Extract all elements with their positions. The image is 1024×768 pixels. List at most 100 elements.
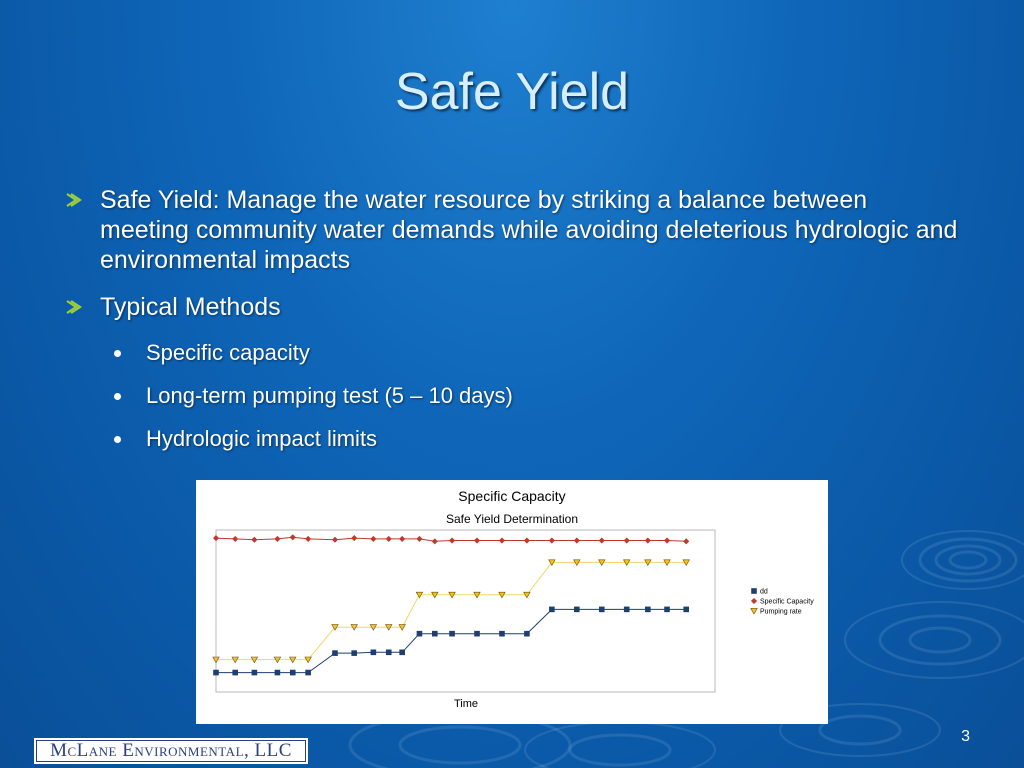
data-point-0-7 bbox=[351, 650, 357, 656]
x-axis-label: Time bbox=[454, 698, 478, 710]
data-point-2-22 bbox=[663, 559, 671, 567]
data-point-1-18 bbox=[573, 537, 580, 544]
data-point-1-16 bbox=[523, 537, 531, 544]
data-point-2-10 bbox=[398, 624, 406, 631]
data-point-1-0 bbox=[212, 534, 220, 542]
slide-title: Safe Yield bbox=[394, 63, 630, 121]
data-point-0-10 bbox=[399, 649, 405, 656]
legend-marker-0 bbox=[751, 588, 757, 594]
data-point-2-20 bbox=[622, 559, 631, 567]
data-point-1-8 bbox=[370, 535, 377, 543]
logo-text: McLane Environmental, LLC bbox=[36, 740, 306, 762]
data-point-1-9 bbox=[385, 535, 392, 543]
sub-bullet-item: Long-term pumping test (5 – 10 days) bbox=[62, 382, 962, 410]
sub-bullet-text: Long-term pumping test (5 – 10 days) bbox=[146, 383, 513, 408]
data-point-2-17 bbox=[548, 559, 556, 567]
data-point-1-4 bbox=[289, 534, 296, 541]
data-point-2-6 bbox=[331, 624, 339, 631]
sub-bullet-text: Hydrologic impact limits bbox=[146, 426, 378, 451]
data-point-1-3 bbox=[274, 535, 281, 543]
series-line-2 bbox=[216, 561, 687, 661]
data-point-1-13 bbox=[448, 537, 456, 544]
data-point-2-9 bbox=[385, 624, 393, 631]
chart-canvas: Specific Capacity Safe Yield Determinatio… bbox=[212, 488, 814, 710]
data-point-0-2 bbox=[251, 669, 258, 676]
data-point-2-0 bbox=[212, 656, 220, 664]
legend-marker-1 bbox=[750, 597, 758, 605]
bullet-text: Safe Yield: Manage the water resource by… bbox=[100, 186, 958, 274]
arrow-bullet-icon bbox=[66, 193, 82, 207]
dot-bullet-icon bbox=[114, 436, 121, 443]
page-number: 3 bbox=[961, 728, 970, 745]
series-line-0 bbox=[216, 608, 687, 674]
data-point-2-23 bbox=[682, 559, 690, 567]
legend-label-1: Specific Capacity bbox=[760, 599, 814, 606]
data-point-1-19 bbox=[598, 537, 605, 544]
data-point-1-14 bbox=[473, 537, 481, 544]
data-point-0-13 bbox=[449, 630, 455, 637]
data-point-0-21 bbox=[645, 606, 651, 613]
data-point-1-7 bbox=[351, 534, 358, 542]
data-point-2-3 bbox=[273, 656, 282, 664]
bullet-list: Safe Yield: Manage the water resource by… bbox=[62, 185, 962, 468]
data-point-0-19 bbox=[598, 606, 605, 613]
data-point-0-11 bbox=[416, 630, 423, 637]
data-point-2-19 bbox=[598, 559, 606, 567]
legend-marker-2 bbox=[750, 608, 758, 615]
data-point-1-23 bbox=[683, 538, 690, 545]
legend-label-0: dd bbox=[760, 589, 768, 596]
company-logo: McLane Environmental, LLC bbox=[34, 738, 308, 764]
data-point-0-16 bbox=[524, 630, 530, 637]
legend-label-2: Pumping rate bbox=[760, 609, 802, 616]
bullet-text: Typical Methods bbox=[100, 293, 281, 321]
data-point-0-14 bbox=[474, 630, 480, 637]
sub-bullet-text: Specific capacity bbox=[146, 340, 310, 365]
data-point-0-12 bbox=[431, 630, 438, 637]
data-point-1-10 bbox=[399, 535, 406, 543]
data-point-0-4 bbox=[289, 669, 296, 676]
data-point-2-11 bbox=[415, 591, 424, 599]
data-point-0-20 bbox=[623, 606, 630, 613]
data-point-0-8 bbox=[370, 649, 377, 656]
data-point-1-15 bbox=[498, 537, 506, 544]
data-point-0-3 bbox=[274, 669, 281, 676]
chart-subtitle: Safe Yield Determination bbox=[446, 512, 578, 526]
data-point-2-13 bbox=[448, 591, 456, 599]
data-point-0-6 bbox=[332, 650, 338, 656]
data-point-0-22 bbox=[664, 606, 670, 613]
data-point-0-9 bbox=[385, 649, 392, 656]
data-point-1-20 bbox=[623, 537, 630, 544]
data-point-0-17 bbox=[549, 606, 555, 613]
data-point-2-16 bbox=[523, 591, 531, 599]
data-point-2-15 bbox=[498, 591, 506, 599]
data-point-2-2 bbox=[250, 656, 259, 664]
bullet-item: Typical Methods bbox=[62, 292, 962, 322]
chart-title: Specific Capacity bbox=[458, 488, 565, 504]
sub-bullet-item: Hydrologic impact limits bbox=[62, 425, 962, 453]
arrow-bullet-icon bbox=[66, 300, 82, 314]
data-point-2-7 bbox=[350, 624, 358, 631]
data-point-2-5 bbox=[304, 656, 312, 664]
data-point-2-8 bbox=[369, 624, 378, 631]
bullet-item: Safe Yield: Manage the water resource by… bbox=[62, 185, 962, 275]
sub-bullet-item: Specific capacity bbox=[62, 339, 962, 367]
data-point-0-0 bbox=[213, 669, 219, 676]
data-point-0-1 bbox=[232, 669, 238, 676]
data-point-1-22 bbox=[663, 537, 671, 544]
data-point-1-6 bbox=[331, 536, 339, 543]
dot-bullet-icon bbox=[114, 393, 121, 400]
data-point-1-11 bbox=[416, 535, 423, 543]
data-point-0-18 bbox=[574, 606, 580, 613]
data-point-0-5 bbox=[305, 669, 311, 676]
data-point-2-12 bbox=[431, 591, 439, 599]
data-point-0-15 bbox=[499, 630, 505, 637]
plot-area bbox=[215, 529, 716, 693]
data-point-0-23 bbox=[683, 606, 690, 613]
data-point-2-14 bbox=[473, 591, 481, 599]
data-point-1-12 bbox=[431, 538, 438, 545]
data-point-1-17 bbox=[548, 537, 556, 544]
data-point-1-1 bbox=[232, 535, 239, 543]
data-point-2-18 bbox=[573, 559, 581, 567]
data-point-1-2 bbox=[251, 536, 258, 543]
